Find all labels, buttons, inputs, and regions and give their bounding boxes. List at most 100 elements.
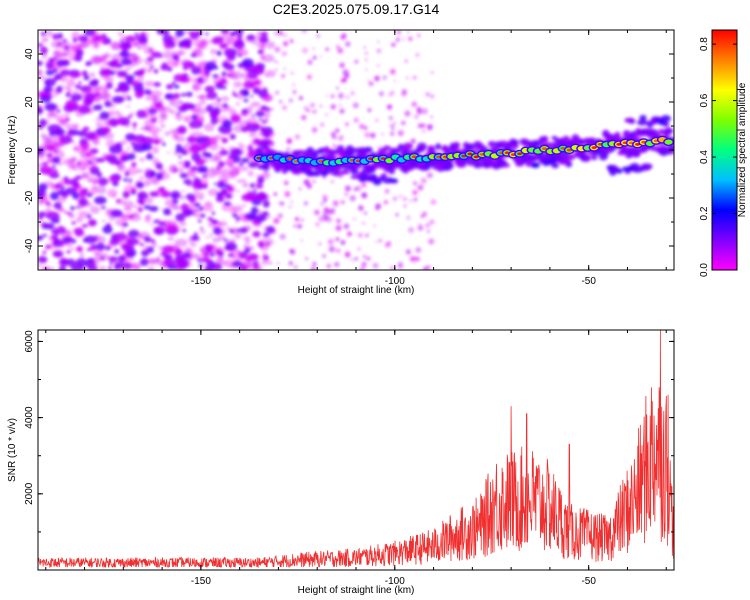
heatmap-cell: [322, 194, 328, 200]
heatmap-cell: [45, 94, 49, 98]
heatmap-cell: [87, 218, 97, 228]
heatmap-cell: [298, 96, 304, 101]
heatmap-cell: [430, 94, 435, 99]
heatmap-cell: [401, 120, 406, 126]
heatmap-cell: [350, 91, 355, 96]
heatmap-cell: [237, 212, 248, 221]
heatmap-cell: [115, 218, 128, 227]
heatmap-cell: [335, 86, 339, 90]
heatmap-cell: [134, 89, 144, 99]
heatmap-cell: [396, 40, 399, 43]
heatmap-cell: [209, 252, 215, 257]
heatmap-cell: [526, 155, 538, 162]
heatmap-cell: [85, 62, 91, 67]
heatmap-cell: [43, 265, 50, 270]
heatmap-cell: [58, 265, 67, 270]
heatmap-cell: [177, 160, 184, 165]
heatmap-cell: [97, 157, 105, 163]
heatmap-cell: [390, 123, 394, 128]
heatmap-cell: [365, 68, 368, 71]
heatmap-cell: [60, 135, 65, 139]
heatmap-cell: [46, 202, 53, 209]
heatmap-cell: [542, 135, 549, 143]
heatmap-cell: [239, 162, 244, 166]
y-tick-label: 0: [24, 147, 35, 153]
heatmap-cell: [49, 191, 59, 201]
heatmap-cell: [196, 142, 206, 148]
heatmap-cell: [157, 187, 165, 194]
heatmap-cell: [273, 192, 278, 197]
heatmap-cell: [232, 155, 241, 164]
heatmap-cell: [105, 139, 116, 148]
heatmap-cell: [235, 101, 240, 106]
heatmap-cell: [298, 187, 302, 191]
heatmap-cell: [409, 256, 416, 262]
heatmap-cell: [205, 236, 209, 239]
heatmap-cell: [114, 88, 121, 93]
heatmap-cell: [204, 253, 209, 257]
heatmap-cell: [169, 37, 175, 41]
heatmap-cell: [159, 113, 168, 122]
heatmap-cell: [70, 206, 75, 211]
colorbar-tick-label: 0.6: [699, 93, 710, 107]
heatmap-cell: [75, 49, 84, 57]
heatmap-cell: [65, 236, 73, 242]
heatmap-cell: [177, 111, 181, 115]
heatmap-cell: [75, 184, 82, 191]
heatmap-cell: [172, 50, 181, 58]
heatmap-cell: [334, 261, 340, 268]
snr-x-axis: -150 -100 -50: [45, 330, 667, 587]
heatmap-cell: [341, 77, 348, 83]
heatmap-cell: [473, 162, 483, 167]
heatmap-cell: [426, 124, 433, 130]
heatmap-cell: [108, 176, 119, 184]
heatmap-cell: [94, 234, 99, 238]
heatmap-cell: [319, 104, 323, 108]
heatmap-cell: [117, 98, 122, 101]
heatmap-cell: [549, 157, 558, 164]
heatmap-cell: [167, 151, 170, 154]
heatmap-cell: [224, 238, 228, 242]
heatmap-cell: [184, 247, 191, 254]
heatmap-cell: [78, 81, 82, 85]
heatmap-cell: [374, 75, 380, 82]
heatmap-cell: [69, 163, 81, 171]
heatmap-cell: [376, 48, 382, 54]
heatmap-cell: [181, 261, 192, 268]
heatmap-cell: [330, 94, 335, 99]
heatmap-cell: [631, 167, 644, 173]
heatmap-cell: [425, 92, 430, 97]
heatmap-cell: [284, 191, 291, 198]
heatmap-cell: [68, 129, 75, 134]
heatmap-cell: [193, 232, 198, 236]
heatmap-cell: [183, 115, 193, 121]
heatmap-cell: [241, 72, 249, 80]
heatmap-cell: [324, 112, 329, 117]
heatmap-cell: [408, 36, 413, 41]
heatmap-cell: [77, 130, 88, 137]
heatmap-cell: [56, 109, 61, 113]
heatmap-cell: [241, 126, 249, 133]
heatmap-cell: [262, 211, 269, 216]
heatmap-cell: [335, 224, 342, 232]
heatmap-cell: [101, 152, 113, 161]
heatmap-cell: [426, 172, 433, 179]
heatmap-cell: [120, 154, 125, 158]
heatmap-cell: [141, 249, 150, 257]
heatmap-cell: [188, 103, 196, 109]
heatmap-cell: [156, 255, 161, 260]
heatmap-cell: [101, 126, 111, 134]
heatmap-cell: [205, 32, 209, 36]
heatmap-cell: [354, 59, 359, 64]
heatmap-cell: [48, 235, 58, 242]
heatmap-cell: [301, 114, 307, 121]
heatmap-cell: [281, 50, 288, 57]
heatmap-cell: [153, 68, 159, 74]
heatmap-cell: [107, 241, 117, 248]
heatmap-cell: [328, 245, 336, 253]
heatmap-cell: [162, 50, 176, 60]
heatmap-cell: [153, 219, 160, 224]
heatmap-cell: [350, 175, 362, 180]
heatmap-cell: [144, 119, 156, 128]
heatmap-cell: [224, 183, 229, 189]
